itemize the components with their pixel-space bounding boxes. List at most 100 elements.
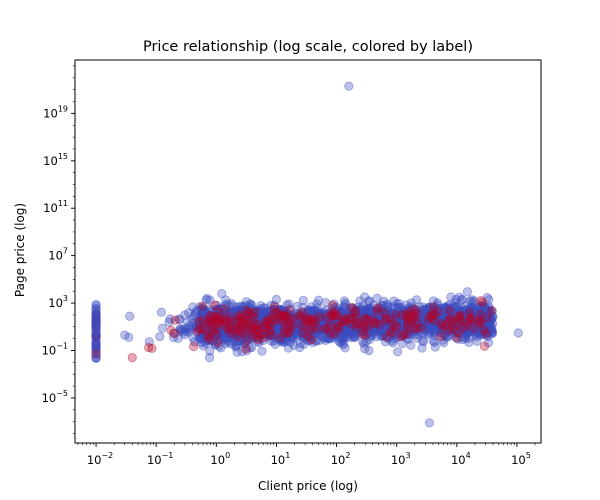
scatter-point-label-0: [199, 328, 209, 338]
scatter-point-label-0: [232, 347, 242, 357]
scatter-point-label-0: [302, 322, 313, 332]
scatter-point-label-0: [210, 340, 220, 350]
scatter-point-label-1: [326, 328, 336, 338]
scatter-point-label-0: [270, 339, 280, 349]
x-axis-label: Client price (log): [258, 479, 358, 493]
scatter-point-label-0: [433, 320, 443, 331]
scatter-point-label-0: [371, 316, 381, 326]
y-axis-label: Page price (log): [13, 203, 27, 297]
scatter-point-label-0: [234, 323, 245, 333]
scatter-point-label-0: [270, 317, 280, 327]
scatter-point-label-0: [377, 308, 387, 318]
scatter-point-label-0: [315, 335, 325, 345]
scatter-point-label-0: [442, 316, 452, 326]
scatter-point-label-0: [227, 325, 238, 335]
scatter-point-label-0: [292, 316, 302, 326]
scatter-point-label-0: [333, 323, 343, 334]
scatter-point-label-0: [226, 319, 236, 330]
scatter-point-label-0: [364, 296, 374, 306]
scatter-point-label-0: [300, 321, 310, 331]
scatter-point-label-0: [91, 349, 101, 359]
scatter-point-label-0: [91, 353, 101, 363]
scatter-point-label-0: [345, 332, 355, 343]
scatter-point-label-0: [457, 294, 467, 305]
scatter-point-label-0: [206, 328, 216, 338]
scatter-point-label-0: [268, 315, 278, 325]
scatter-point-label-0: [402, 326, 412, 336]
scatter-point-label-0: [267, 314, 277, 324]
scatter-point-label-0: [204, 353, 215, 363]
scatter-point-label-0: [91, 304, 101, 314]
scatter-point-label-0: [363, 327, 373, 337]
scatter-point-label-0: [211, 326, 221, 336]
scatter-point-label-0: [229, 328, 239, 338]
scatter-point-label-1: [91, 322, 101, 332]
scatter-point-label-0: [431, 328, 441, 338]
scatter-point-label-0: [91, 331, 101, 341]
scatter-point-label-0: [231, 314, 241, 324]
scatter-point-label-0: [367, 318, 377, 328]
scatter-point-label-1: [91, 315, 101, 326]
scatter-point-label-1: [208, 323, 218, 333]
scatter-point-label-0: [193, 328, 203, 338]
scatter-point-label-0: [257, 316, 267, 327]
scatter-point-label-0: [441, 332, 451, 342]
scatter-point-label-0: [406, 322, 417, 332]
scatter-point-label-0: [305, 307, 315, 317]
scatter-point-label-0: [269, 309, 280, 319]
scatter-point-label-0: [174, 315, 185, 325]
scatter-point-label-0: [394, 311, 404, 321]
scatter-point-label-0: [481, 312, 492, 322]
scatter-point-label-0: [399, 317, 409, 327]
scatter-point-label-0: [364, 345, 374, 356]
scatter-point-label-0: [431, 314, 441, 324]
scatter-point-label-0: [212, 316, 222, 327]
scatter-point-label-0: [235, 323, 246, 333]
scatter-point-label-0: [200, 326, 210, 336]
scatter-point-label-0: [377, 304, 387, 314]
scatter-point-label-0: [358, 306, 368, 317]
scatter-point-label-0: [218, 325, 228, 335]
scatter-point-label-0: [180, 310, 190, 320]
scatter-point-label-0: [484, 295, 494, 305]
scatter-point-label-0: [213, 325, 223, 335]
scatter-point-label-0: [459, 324, 469, 334]
scatter-point-label-0: [247, 308, 257, 319]
scatter-point-label-0: [207, 322, 217, 332]
scatter-point-label-0: [390, 321, 400, 331]
scatter-point-label-0: [401, 317, 411, 327]
scatter-point-label-0: [91, 310, 101, 320]
scatter-point-label-0: [91, 341, 101, 351]
scatter-point-label-0: [195, 313, 205, 323]
scatter-point-label-0: [346, 317, 356, 327]
scatter-point-label-0: [460, 315, 471, 325]
scatter-point-label-0: [376, 307, 386, 318]
scatter-point-label-0: [224, 321, 234, 331]
scatter-point-label-0: [200, 316, 210, 327]
scatter-point-label-0: [298, 322, 308, 332]
scatter-point-label-1: [391, 320, 402, 331]
scatter-point-label-0: [211, 318, 221, 328]
scatter-point-label-0: [91, 299, 101, 310]
scatter-point-label-1: [363, 316, 373, 326]
scatter-point-label-0: [326, 312, 336, 322]
scatter-point-label-0: [404, 329, 415, 340]
scatter-point-label-0: [445, 312, 456, 322]
scatter-point-label-0: [253, 318, 263, 328]
scatter-point-label-0: [441, 314, 451, 325]
scatter-point-label-0: [484, 306, 494, 316]
scatter-point-label-0: [425, 302, 435, 312]
plot-area: 10−2 10−1 100 101 102 103 104 105 10−510−110310…: [42, 59, 542, 467]
scatter-point-label-0: [366, 325, 376, 336]
scatter-point-label-0: [91, 337, 101, 347]
scatter-point-label-0: [219, 319, 229, 329]
scatter-point-label-1: [234, 312, 244, 322]
scatter-point-label-0: [264, 325, 274, 335]
scatter-point-label-0: [376, 316, 387, 326]
scatter-point-label-0: [278, 337, 289, 347]
scatter-point-label-0: [448, 322, 458, 332]
scatter-point-label-0: [215, 314, 225, 324]
scatter-point-label-0: [424, 311, 434, 321]
scatter-point-label-0: [222, 322, 232, 332]
scatter-point-label-1: [91, 322, 101, 332]
